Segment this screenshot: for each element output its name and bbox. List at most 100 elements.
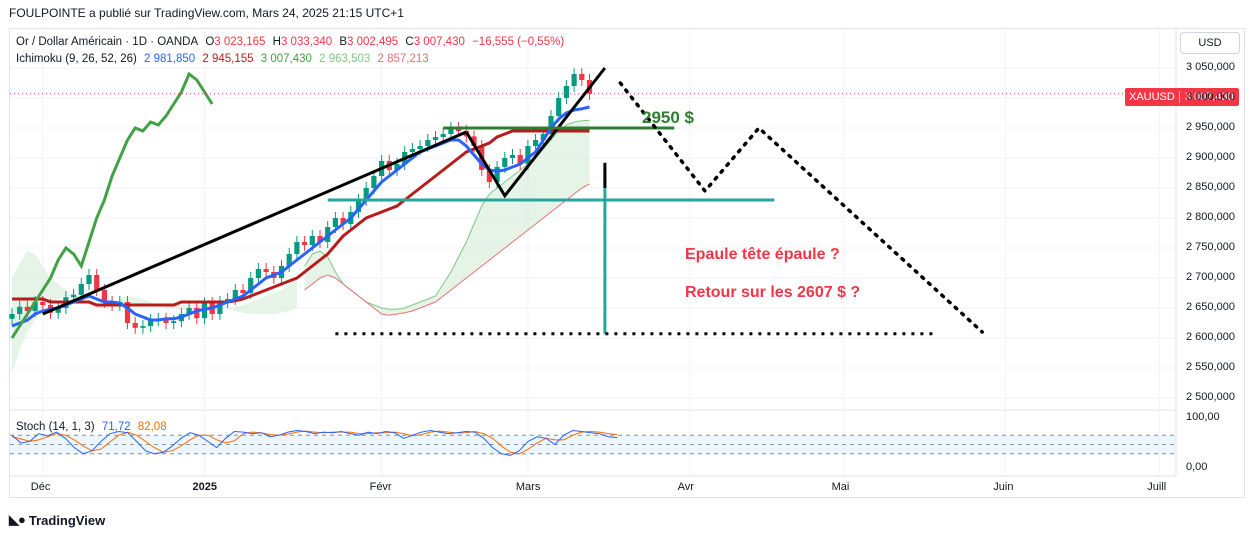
candle [240, 290, 246, 293]
candle [17, 306, 23, 314]
candle [579, 74, 585, 80]
price-axis-tick: 2 950,000 [1186, 121, 1235, 133]
time-axis-tick: Mai [831, 481, 850, 493]
candle [371, 176, 377, 188]
ichimoku-cloud [389, 309, 397, 316]
chart-frame [9, 28, 1245, 498]
ichimoku-cloud [258, 296, 267, 314]
candle [55, 308, 61, 313]
ichimoku-cloud [420, 299, 428, 308]
ichimoku-cloud [73, 296, 82, 302]
candle [540, 134, 546, 140]
stoch-axis-0: 0,00 [1186, 461, 1208, 473]
price-axis-tick: 2 500,000 [1186, 391, 1235, 403]
time-axis-tick: Juin [993, 481, 1014, 493]
candle [140, 326, 146, 328]
ichimoku-cloud [50, 278, 59, 302]
low-label: B [339, 36, 348, 48]
tradingview-logo: ◣● TradingView [9, 512, 105, 528]
tradingview-logo-icon: ◣● [9, 512, 26, 527]
ichimoku-cloud [558, 125, 567, 206]
candle [9, 314, 15, 319]
stoch-label[interactable]: Stoch (14, 1, 3) [16, 421, 95, 433]
candle [525, 146, 531, 164]
symbol-name[interactable]: Or / Dollar Américain · 1D · OANDA [16, 36, 199, 48]
target-question: Retour sur les 2607 $ ? [685, 284, 861, 301]
high-value: 3 033,340 [280, 36, 333, 48]
candle [263, 269, 269, 272]
candle [148, 320, 154, 326]
low-value: 3 002,495 [347, 36, 399, 48]
ichimoku-cloud [527, 158, 536, 230]
candle [432, 137, 439, 140]
level-2950-label: 2950 $ [642, 108, 694, 127]
candle [124, 302, 131, 323]
candle [417, 146, 423, 149]
ichimoku-cloud [281, 284, 290, 313]
price-axis-tick: 2 900,000 [1186, 151, 1235, 163]
stoch-k-value: 71,72 [101, 421, 131, 433]
candle [317, 236, 323, 242]
candle [332, 218, 338, 227]
time-axis-tick: Avr [677, 481, 694, 493]
candle [294, 242, 300, 254]
candle [32, 302, 38, 311]
ichimoku-cloud [535, 149, 544, 224]
candle [486, 170, 492, 182]
candle [78, 284, 84, 295]
close-label: C [405, 36, 414, 48]
ichimoku-cloud [443, 272, 451, 296]
ichimoku-cloud [219, 308, 228, 310]
change-value: −16,555 (−0,55%) [472, 36, 565, 48]
ichimoku-cloud [135, 297, 143, 305]
projected-path [618, 81, 984, 334]
candle [517, 155, 523, 164]
candle [563, 86, 569, 98]
ichimoku-cloud [304, 254, 313, 290]
price-axis-tick: 2 650,000 [1186, 301, 1235, 313]
price-axis-tick: 2 800,000 [1186, 211, 1235, 223]
ichimoku-cloud [404, 305, 413, 313]
ichimoku-cloud [312, 251, 320, 284]
ichimoku-cloud [458, 242, 467, 284]
close-value: 3 007,430 [413, 36, 465, 48]
candle [71, 294, 77, 298]
candle [548, 116, 554, 134]
candle [24, 306, 30, 311]
ichimoku-label[interactable]: Ichimoku (9, 26, 52, 26) [16, 53, 137, 65]
price-axis-tick: 2 550,000 [1186, 361, 1235, 373]
ichimoku-cloud [243, 302, 251, 314]
ichimoku-cloud [427, 296, 436, 305]
stoch-legend: Stoch (14, 1, 3) 71,72 82,08 [16, 421, 171, 433]
candle [217, 302, 223, 314]
ichimoku-cloud [397, 308, 405, 314]
stoch-band [10, 435, 1176, 454]
ichimoku-cloud [266, 293, 274, 314]
trendline-head [465, 67, 607, 199]
ichimoku-cloud [474, 206, 482, 272]
last-price-tag: XAUUSD 3 007,430 [1125, 88, 1239, 106]
candle [471, 136, 477, 146]
candle [509, 155, 516, 158]
currency-button[interactable]: USD [1180, 32, 1240, 54]
ichimoku-cloud [381, 308, 390, 316]
ichimoku-cloud [273, 290, 282, 314]
candle [101, 290, 107, 302]
kijun-value: 2 945,155 [202, 53, 254, 65]
candle [232, 290, 238, 299]
ichimoku-cloud [566, 122, 575, 200]
ichimoku-cloud [551, 131, 559, 212]
candle [363, 188, 369, 200]
price-axis-tick: 3 050,000 [1186, 61, 1235, 73]
price-axis-tick: 2 850,000 [1186, 181, 1235, 193]
candle [132, 323, 138, 328]
price-axis-tick: 2 700,000 [1186, 271, 1235, 283]
price-tag-value: 3 007,430 [1184, 91, 1234, 103]
stoch-axis-100: 100,00 [1186, 411, 1220, 423]
candle [171, 321, 177, 323]
time-axis-tick: 2025 [192, 481, 217, 493]
high-label: H [272, 36, 281, 48]
candle [186, 308, 192, 314]
candle [394, 164, 400, 170]
